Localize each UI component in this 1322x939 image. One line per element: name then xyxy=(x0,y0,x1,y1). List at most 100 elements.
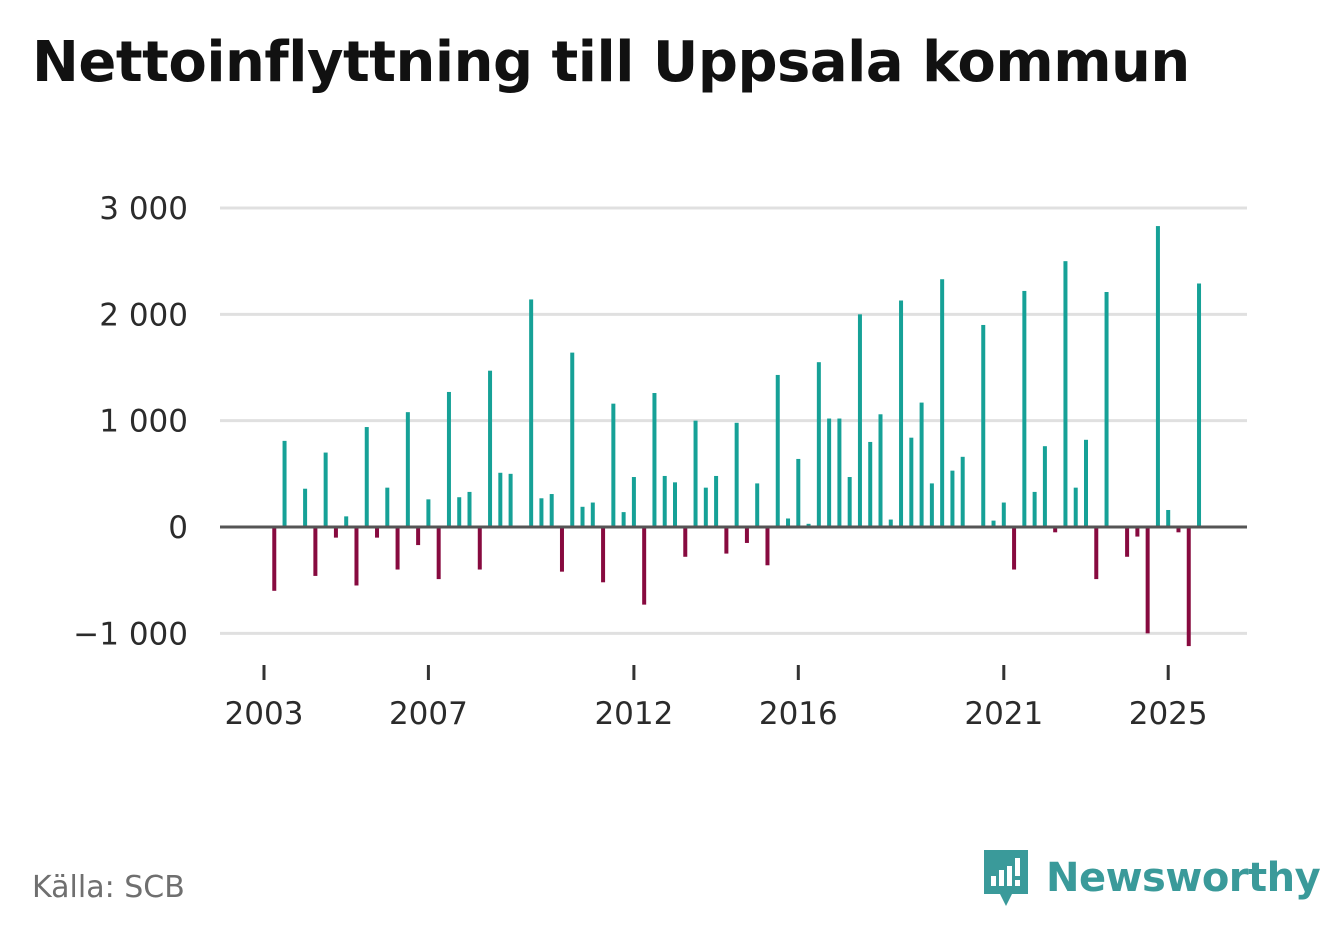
bar xyxy=(282,440,287,527)
bar xyxy=(1125,527,1130,557)
bar xyxy=(1104,292,1109,527)
bar xyxy=(950,470,955,527)
bar xyxy=(960,456,965,527)
bar xyxy=(590,502,595,527)
newsworthy-logo-icon xyxy=(984,850,1028,906)
bar xyxy=(642,527,647,605)
gridlines xyxy=(220,206,1247,635)
bar xyxy=(786,518,791,527)
bar xyxy=(1053,527,1058,533)
x-axis: 2003 2007 2012 2016 2021 2025 xyxy=(225,665,1208,732)
x-tick-label: 2021 xyxy=(964,696,1043,732)
bar xyxy=(467,491,472,527)
bar xyxy=(1012,527,1017,570)
bar xyxy=(837,418,842,527)
bar xyxy=(354,527,359,586)
bar xyxy=(313,527,318,576)
y-tick-label: 2 000 xyxy=(99,297,188,333)
y-tick-label: 3 000 xyxy=(99,191,188,227)
bar xyxy=(991,520,996,527)
bar xyxy=(693,420,698,527)
bar xyxy=(436,527,441,580)
x-tick-label: 2007 xyxy=(389,696,468,732)
bar xyxy=(426,499,431,527)
x-tick-label: 2025 xyxy=(1129,696,1208,732)
bar xyxy=(1032,491,1037,527)
bar xyxy=(529,299,534,527)
bar xyxy=(272,527,277,591)
bar xyxy=(1176,527,1181,533)
x-tick-label: 2012 xyxy=(594,696,673,732)
newsworthy-logo: Newsworthy xyxy=(980,848,1321,908)
y-tick-label: −1 000 xyxy=(73,616,188,652)
bar xyxy=(1186,527,1191,647)
bar xyxy=(827,418,832,527)
bar xyxy=(611,403,616,527)
bar xyxy=(673,482,677,527)
bar xyxy=(1022,290,1027,527)
bar xyxy=(416,527,421,546)
bar xyxy=(323,452,328,527)
bar xyxy=(1001,502,1006,527)
bar xyxy=(395,527,400,570)
bar xyxy=(333,527,338,538)
bar xyxy=(888,519,893,527)
bar xyxy=(477,527,482,570)
bar xyxy=(755,483,760,527)
y-tick-label: 0 xyxy=(168,510,188,546)
bar xyxy=(775,374,780,527)
bar xyxy=(662,475,667,527)
y-tick-label: 1 000 xyxy=(99,404,188,440)
bar xyxy=(1166,509,1171,527)
bar xyxy=(344,516,349,527)
bar xyxy=(868,441,873,527)
bar xyxy=(765,527,770,566)
bar xyxy=(1073,487,1078,527)
bar xyxy=(878,414,883,527)
bar xyxy=(375,527,380,538)
x-tick-label: 2016 xyxy=(759,696,838,732)
bar xyxy=(981,324,986,527)
bar xyxy=(508,473,513,527)
bar xyxy=(621,512,626,527)
bar xyxy=(909,437,914,527)
bar xyxy=(1155,226,1160,527)
bar xyxy=(919,402,924,527)
bar xyxy=(498,472,503,527)
bar xyxy=(929,483,934,527)
bar xyxy=(1094,527,1099,580)
bar xyxy=(724,527,729,554)
bar xyxy=(457,497,462,527)
bar xyxy=(857,314,862,527)
bars xyxy=(272,226,1202,647)
bar xyxy=(303,488,308,527)
bar xyxy=(539,498,544,527)
bar xyxy=(549,494,554,527)
bar xyxy=(580,506,585,527)
bar xyxy=(1145,527,1150,634)
bar xyxy=(559,527,564,572)
bar xyxy=(631,477,636,527)
bar xyxy=(488,370,493,527)
bar xyxy=(816,362,821,527)
x-tick-label: 2003 xyxy=(225,696,304,732)
bar xyxy=(1084,439,1088,527)
bar xyxy=(652,393,657,527)
bar xyxy=(385,487,390,527)
bar xyxy=(683,527,688,557)
bar xyxy=(806,523,811,527)
bar xyxy=(899,300,904,527)
bar xyxy=(570,352,575,527)
bar xyxy=(796,458,801,527)
source-note: Källa: SCB xyxy=(32,870,185,905)
bar xyxy=(446,391,451,527)
chart-title: Nettoinflyttning till Uppsala kommun xyxy=(32,30,1190,95)
bar xyxy=(703,487,708,527)
bar xyxy=(734,422,739,527)
bar xyxy=(601,527,606,583)
bar xyxy=(1135,527,1140,537)
bar xyxy=(1063,261,1068,527)
bar xyxy=(714,475,719,527)
bar xyxy=(1197,283,1202,527)
